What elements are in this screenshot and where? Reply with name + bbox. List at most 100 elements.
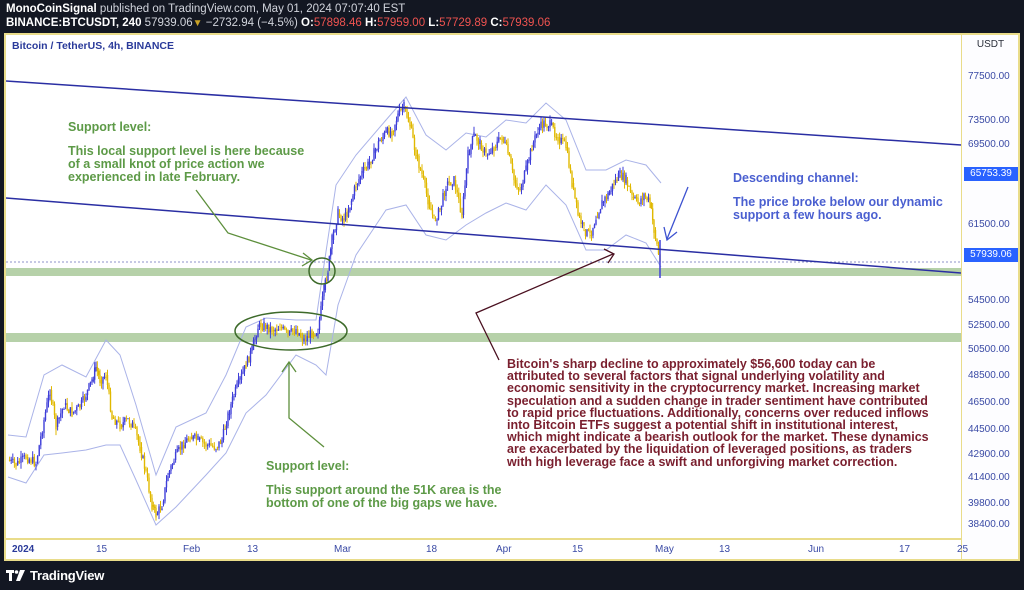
candle-up — [89, 381, 92, 384]
candle-down — [216, 447, 219, 448]
candle-down — [66, 403, 68, 410]
candle-down — [338, 213, 341, 216]
support-zone — [6, 333, 961, 342]
chart-canvas[interactable] — [6, 35, 962, 538]
candle-down — [83, 396, 86, 401]
down-triangle-icon: ▼ — [192, 18, 203, 29]
candle-up — [520, 187, 523, 190]
candle-up — [208, 443, 211, 445]
candle-down — [146, 473, 149, 478]
time-tick-label: 18 — [426, 544, 438, 555]
candle-down — [511, 163, 514, 171]
candle-up — [61, 409, 64, 414]
candle-down — [292, 328, 294, 332]
tradingview-logo-icon — [6, 569, 25, 581]
candle-up — [167, 476, 169, 481]
price-tick-label: 69500.00 — [968, 139, 1010, 150]
candle-down — [418, 156, 420, 169]
arrow-head-icon — [663, 226, 678, 242]
candle-down — [189, 439, 191, 442]
time-tick-label: 15 — [96, 544, 108, 555]
candle-up — [604, 196, 606, 202]
candle-up — [549, 120, 551, 127]
candle-up — [254, 339, 256, 341]
candle-up — [72, 411, 75, 413]
candle-down — [502, 137, 505, 142]
candle-up — [611, 183, 614, 191]
candle-down — [501, 138, 503, 141]
candle-down — [590, 235, 593, 236]
candle-up — [186, 438, 188, 443]
chart-plot-area[interactable]: Bitcoin / TetherUS, 4h, BINANCE Support … — [6, 35, 962, 538]
candle-down — [482, 150, 484, 153]
candle-up — [593, 224, 596, 228]
candle-up — [309, 330, 312, 338]
arrow-line — [288, 363, 325, 448]
candle-down — [439, 208, 441, 211]
candle-up — [28, 459, 31, 463]
tradingview-logo[interactable]: TradingView — [6, 568, 1018, 583]
note-market-commentary: Bitcoin's sharp decline to approximately… — [507, 358, 929, 468]
candle-down — [575, 197, 578, 203]
candle-down — [109, 391, 112, 412]
candle-up — [103, 376, 106, 378]
candle-down — [200, 437, 202, 439]
time-tick-label: 2024 — [12, 544, 35, 555]
candle-down — [380, 140, 383, 141]
candle-up — [239, 377, 241, 379]
descending-channel-line — [6, 197, 962, 274]
candle-up — [178, 446, 180, 450]
bollinger-lower-band — [7, 184, 662, 526]
candle-down — [159, 506, 162, 511]
candle-up — [246, 356, 249, 365]
candle-up — [534, 135, 536, 143]
time-tick-label: 13 — [247, 544, 259, 555]
high-label: H: — [364, 17, 378, 29]
note-line: speculation and a sudden change in trade… — [507, 393, 928, 408]
candle-up — [535, 134, 538, 136]
candle-down — [117, 420, 120, 422]
time-tick-label: Feb — [183, 544, 201, 555]
candle-up — [528, 160, 530, 162]
candle-down — [114, 418, 116, 425]
candle-up — [234, 387, 237, 395]
candle-down — [312, 333, 315, 336]
candle-down — [100, 380, 103, 384]
candle-down — [428, 200, 431, 209]
candle-down — [304, 340, 307, 342]
price-axis[interactable]: USDT 77500.00 73500.00 69500.00 61500.00 545… — [961, 35, 1018, 559]
candle-down — [248, 356, 250, 363]
candle-down — [276, 329, 278, 331]
candle-up — [462, 196, 465, 215]
candle-down — [346, 212, 348, 217]
candle-down — [365, 168, 368, 170]
candle-up — [445, 189, 447, 197]
time-tick-label: 15 — [572, 544, 584, 555]
candle-down — [105, 376, 107, 378]
candle-up — [532, 142, 535, 147]
candle-up — [35, 464, 37, 466]
candle-up — [93, 367, 96, 380]
time-tick-label: Mar — [334, 544, 352, 555]
author-name[interactable]: MonoCoinSignal — [6, 3, 97, 15]
candle-down — [632, 197, 635, 198]
candle-up — [440, 205, 443, 210]
time-axis[interactable]: 2024 15 Feb 13 Mar 18 Apr 15 May 13 Jun 17 25 — [6, 538, 968, 559]
symbol-label[interactable]: BINANCE:BTCUSDT, 240 — [6, 17, 142, 29]
candle-up — [16, 461, 19, 465]
candle-down — [13, 458, 16, 464]
candle-down — [499, 137, 502, 139]
currency-unit-label[interactable]: USDT — [976, 39, 1005, 50]
candle-down — [516, 183, 518, 189]
candle-down — [635, 197, 638, 199]
candle-up — [85, 397, 87, 401]
candle-up — [353, 186, 356, 196]
candle-down — [577, 202, 579, 216]
price-tick-label: 44500.00 — [968, 424, 1010, 435]
price-tick-label: 77500.00 — [968, 71, 1010, 82]
candle-down — [494, 147, 497, 148]
last-price: 57939.06 — [144, 17, 193, 29]
candle-up — [486, 154, 489, 156]
candle-up — [31, 456, 34, 463]
candle-up — [598, 213, 600, 219]
